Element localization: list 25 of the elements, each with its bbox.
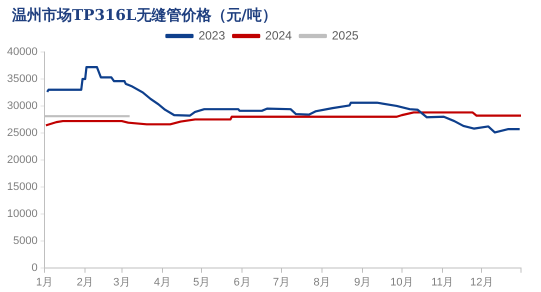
x-tick-label: 7月 [272, 276, 290, 288]
y-tick-label: 5000 [13, 234, 38, 247]
x-tick-label: 5月 [193, 276, 210, 288]
x-tick-label: 6月 [234, 276, 251, 288]
x-tick-label: 9月 [354, 276, 372, 288]
y-tick-label: 25000 [6, 126, 38, 139]
chart-title: 温州市场TP316L无缝管价格（元/吨） [12, 6, 277, 25]
x-tick-label: 3月 [113, 276, 130, 288]
legend-label: 2024 [265, 28, 292, 42]
x-tick-label: 11月 [431, 276, 454, 288]
legend-label: 2023 [198, 28, 226, 42]
y-tick-label: 15000 [6, 180, 38, 193]
y-tick-label: 20000 [6, 154, 38, 166]
x-tick-label: 12月 [470, 276, 494, 288]
y-tick-label: 10000 [6, 208, 38, 220]
y-tick-label: 35000 [6, 73, 38, 86]
legend-label: 2025 [332, 28, 359, 42]
y-tick-label: 40000 [6, 46, 38, 58]
x-tick-label: 8月 [313, 276, 331, 288]
x-tick-label: 4月 [154, 276, 171, 288]
x-tick-label: 1月 [36, 276, 54, 288]
y-tick-label: 30000 [6, 100, 38, 112]
x-tick-label: 2月 [76, 276, 94, 288]
x-tick-label: 10月 [390, 276, 414, 288]
y-tick-label: 0 [31, 262, 38, 274]
